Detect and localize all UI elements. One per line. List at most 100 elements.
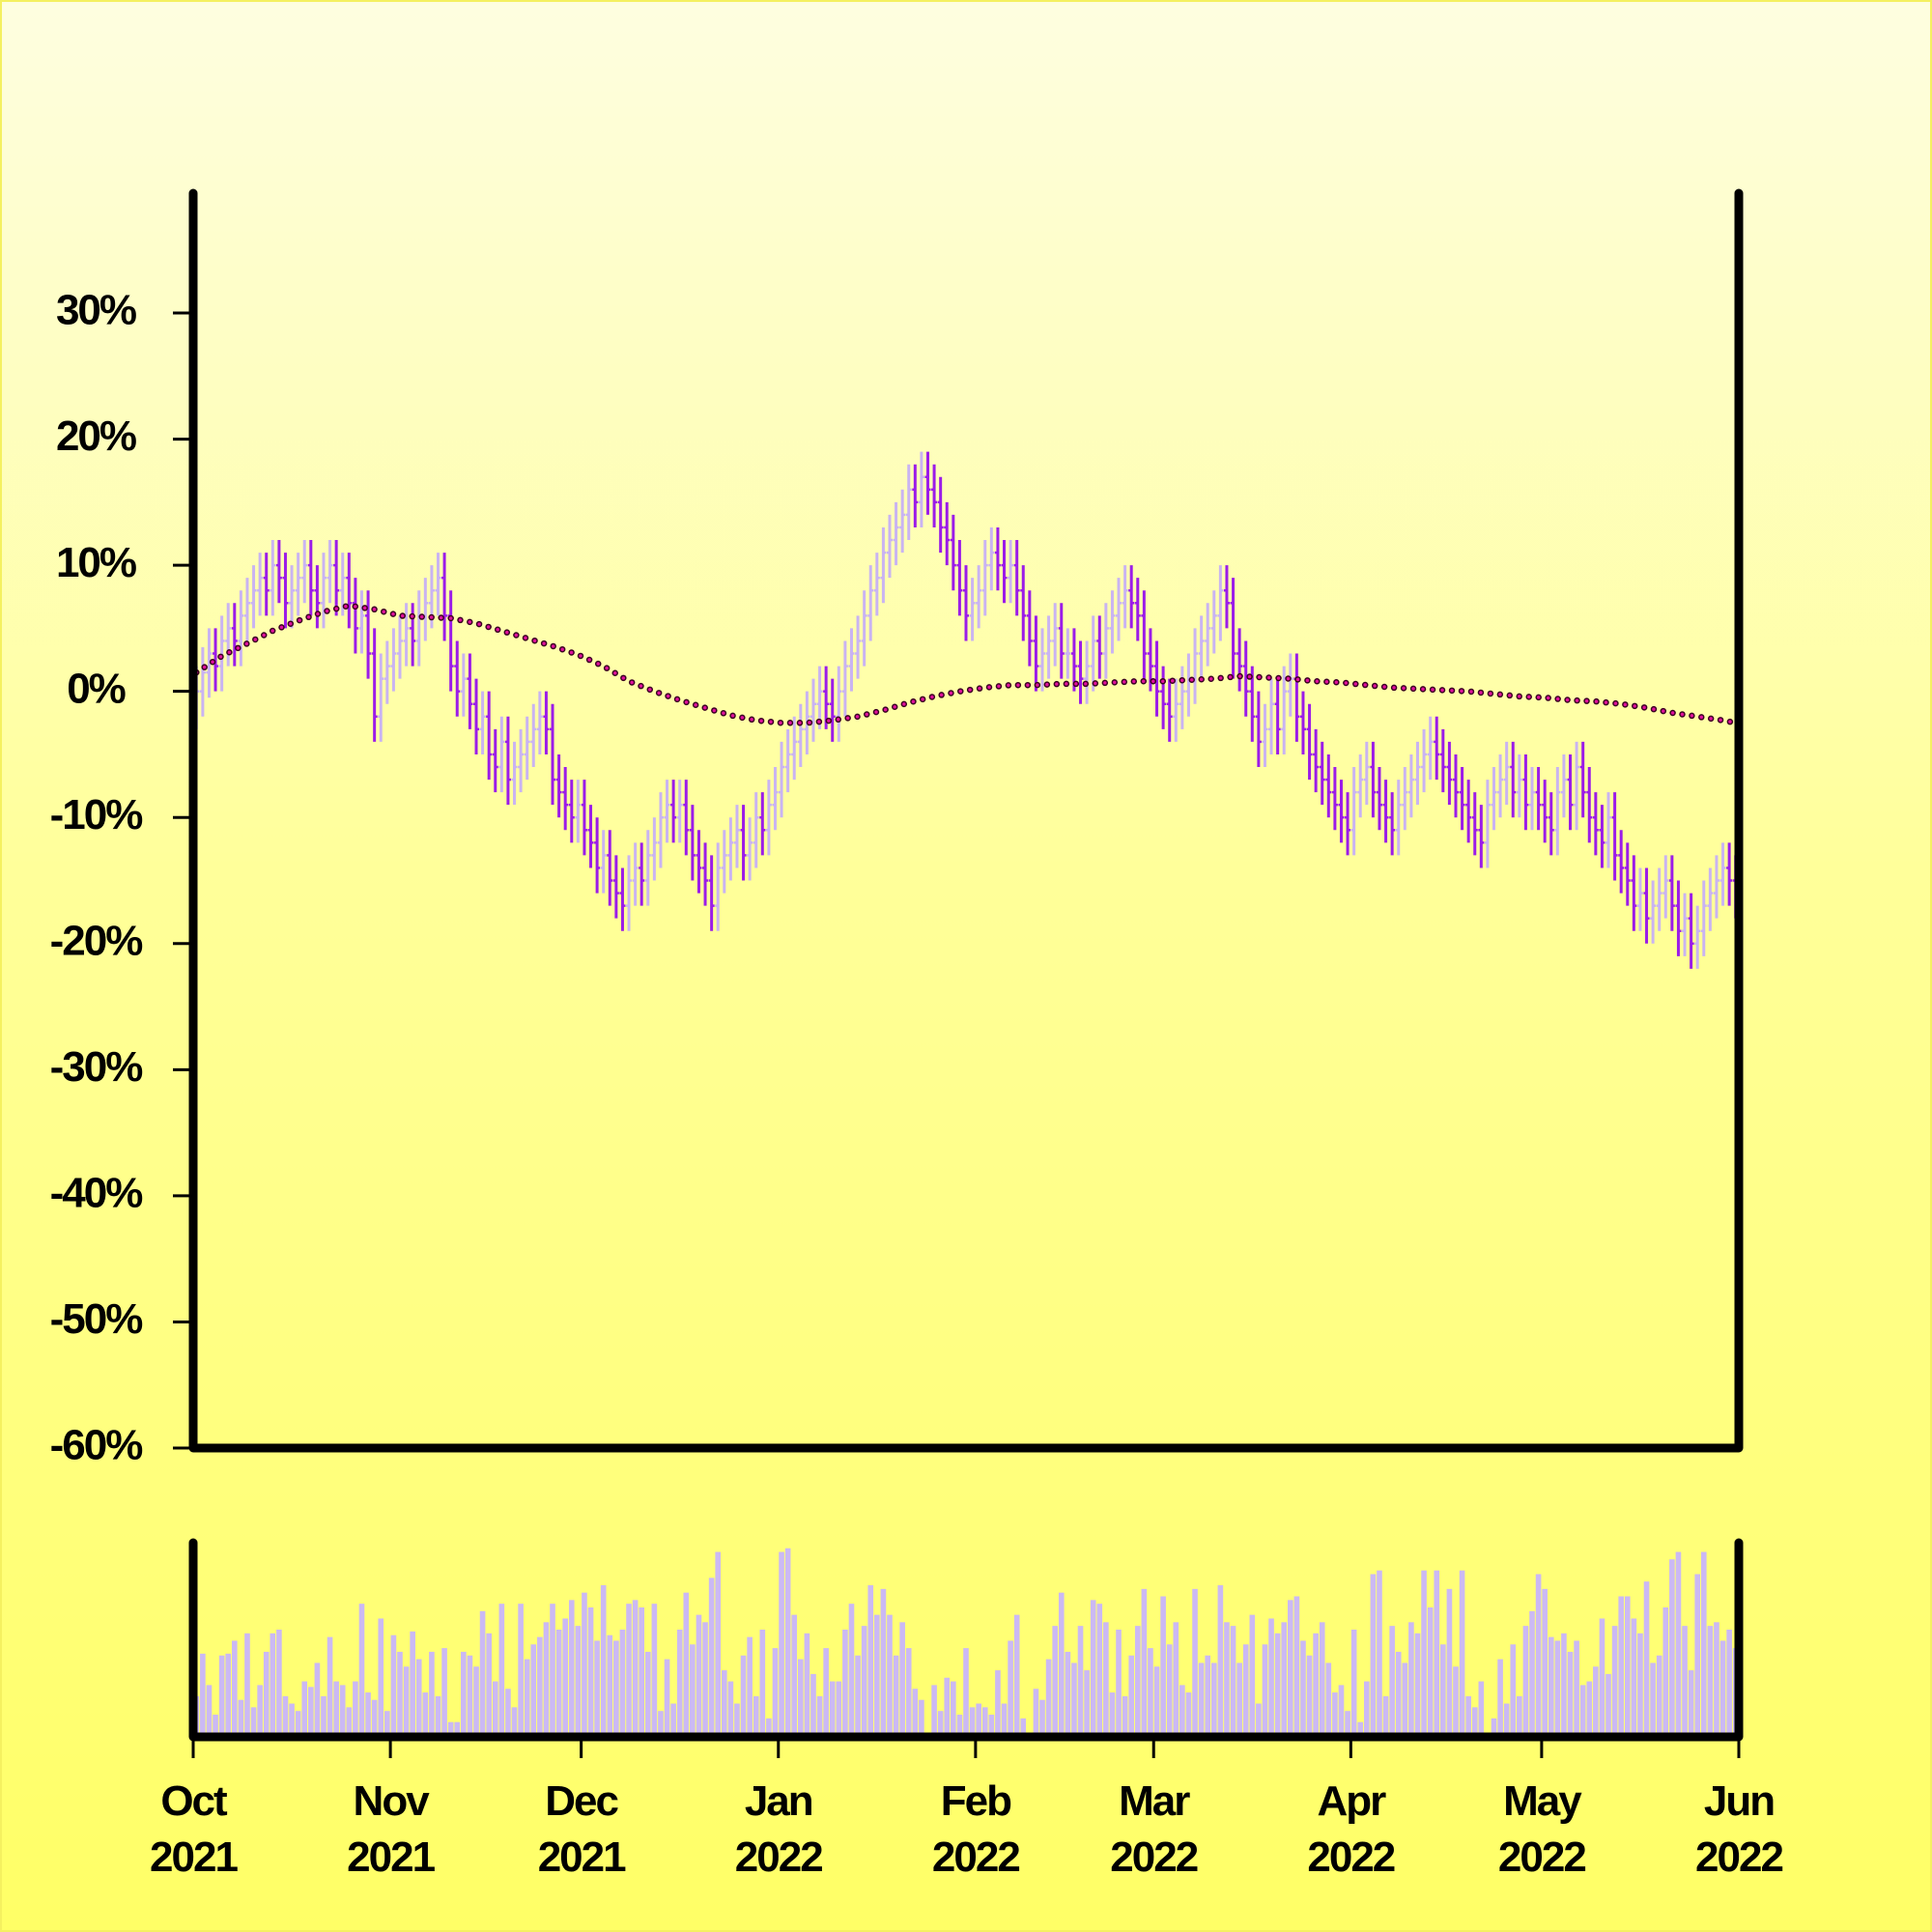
- volume-bar: [371, 1699, 378, 1737]
- volume-bar: [384, 1711, 390, 1737]
- volume-bar: [289, 1703, 295, 1737]
- volume-bar: [1096, 1604, 1103, 1737]
- volume-bar: [1593, 1666, 1599, 1737]
- volume-bar: [1395, 1651, 1402, 1737]
- volume-bar: [1313, 1633, 1319, 1737]
- volume-bar: [664, 1659, 670, 1737]
- volume-bar: [403, 1666, 410, 1737]
- volume-bar: [798, 1659, 804, 1737]
- volume-bar: [988, 1715, 995, 1737]
- volume-bar: [447, 1721, 454, 1737]
- volume-bar: [1084, 1670, 1090, 1737]
- volume-bar: [213, 1715, 218, 1737]
- volume-bar: [1058, 1592, 1065, 1737]
- x-tick-label: Oct 2021: [150, 1777, 239, 1881]
- volume-bar: [1357, 1721, 1364, 1737]
- volume-bar: [1434, 1570, 1440, 1737]
- volume-bar: [1440, 1644, 1446, 1737]
- volume-bar: [314, 1662, 321, 1737]
- volume-bar: [1402, 1662, 1408, 1737]
- volume-bar: [1497, 1659, 1503, 1737]
- volume-bar: [225, 1653, 232, 1737]
- volume-bar: [963, 1648, 969, 1737]
- volume-bar: [1008, 1640, 1013, 1737]
- volume-bar: [874, 1614, 880, 1737]
- volume-bar: [1714, 1622, 1719, 1737]
- volume-bar: [1579, 1685, 1586, 1737]
- volume-bar: [1160, 1596, 1166, 1737]
- volume-bar: [327, 1636, 333, 1737]
- volume-bar: [276, 1629, 282, 1737]
- volume-bar: [759, 1629, 766, 1737]
- volume-bar: [702, 1622, 708, 1737]
- x-tick-label: Nov 2021: [347, 1777, 436, 1881]
- volume-bar: [880, 1588, 887, 1737]
- volume-bar: [1071, 1662, 1077, 1737]
- volume-bar: [308, 1687, 314, 1737]
- volume-bar: [461, 1651, 467, 1737]
- volume-bar: [1370, 1574, 1377, 1737]
- volume-bar: [639, 1607, 644, 1737]
- volume-bar: [740, 1655, 747, 1737]
- y-tick-label: 20%: [56, 412, 136, 460]
- frame: [188, 1538, 1744, 1742]
- volume-bar: [1148, 1648, 1153, 1737]
- y-tick-label: -60%: [50, 1422, 143, 1469]
- volume-bar: [753, 1695, 759, 1737]
- volume-bar: [1478, 1681, 1485, 1737]
- volume-bar: [422, 1692, 429, 1737]
- volume-bar: [537, 1636, 543, 1737]
- volume-bar: [555, 1629, 562, 1737]
- volume-bar: [441, 1648, 447, 1737]
- volume-bar: [390, 1634, 397, 1737]
- volume-bar: [467, 1655, 473, 1737]
- volume-bar: [1427, 1607, 1434, 1737]
- volume-bar: [1090, 1600, 1096, 1737]
- volume-bar: [270, 1633, 276, 1737]
- volume-bar: [1217, 1585, 1224, 1737]
- volume-bar: [842, 1629, 848, 1737]
- volume-bar: [1364, 1681, 1370, 1737]
- volume-bar: [339, 1685, 346, 1737]
- volume-bar: [651, 1604, 658, 1737]
- volume-bar: [1465, 1695, 1471, 1737]
- volume-bar: [1535, 1574, 1542, 1737]
- volume-bar: [1249, 1614, 1256, 1737]
- volume-bar: [1001, 1703, 1008, 1737]
- volume-bar: [829, 1681, 836, 1737]
- volume-bar: [1624, 1596, 1631, 1737]
- volume-bar: [486, 1633, 492, 1737]
- volume-bar: [353, 1681, 358, 1737]
- volume-bar: [568, 1600, 575, 1737]
- volume-bar: [912, 1689, 919, 1737]
- volume-bar: [861, 1626, 867, 1737]
- volume-bar: [206, 1685, 213, 1737]
- volume-bar: [747, 1636, 753, 1737]
- volume-bar: [1446, 1588, 1453, 1737]
- x-tick-label: Jun 2022: [1695, 1777, 1784, 1881]
- volume-bar: [1288, 1600, 1293, 1737]
- y-tick-label: 0%: [67, 665, 125, 712]
- volume-bar: [1618, 1596, 1624, 1737]
- volume-bar: [810, 1673, 816, 1737]
- volume-bar: [543, 1622, 550, 1737]
- volume-bar: [415, 1659, 422, 1737]
- volume-bar: [779, 1551, 784, 1737]
- volume-bar: [1631, 1618, 1637, 1737]
- volume-bar: [1338, 1685, 1345, 1737]
- volume-bar: [658, 1711, 664, 1737]
- x-tick-label: May 2022: [1497, 1777, 1587, 1881]
- volume-bar: [1707, 1626, 1714, 1737]
- y-tick-label: 30%: [56, 287, 136, 334]
- volume-bar: [1122, 1695, 1128, 1737]
- volume-bar: [1192, 1588, 1198, 1737]
- volume-bar: [1262, 1644, 1268, 1737]
- x-tick-label: Apr 2022: [1307, 1777, 1396, 1881]
- volume-bar: [848, 1604, 855, 1737]
- volume-bar: [1033, 1689, 1039, 1737]
- volume-bar: [231, 1640, 238, 1737]
- volume-bar: [887, 1614, 893, 1737]
- volume-bar: [244, 1633, 250, 1737]
- volume-bar: [333, 1681, 339, 1737]
- volume-bar: [670, 1703, 676, 1737]
